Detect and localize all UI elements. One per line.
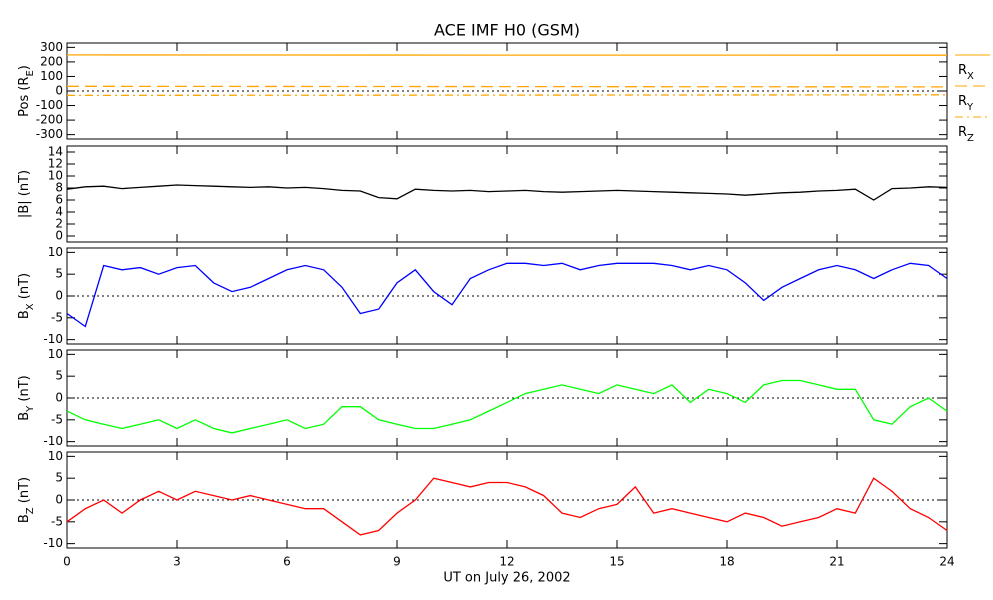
series-line [66,379,948,434]
y-tick-label: 0 [55,493,63,507]
legend-label: RY [958,94,974,113]
y-tick-label: -10 [43,434,63,448]
series-line [66,85,948,88]
legend-label-part: R [958,94,967,109]
y-axis-label-part: B [17,412,32,421]
y-tick-label: 2 [55,217,63,231]
y-tick-label: 6 [55,193,63,207]
x-tick-label: 15 [609,555,624,569]
chart-title: ACE IMF H0 (GSM) [434,21,580,40]
y-axis-label-part: (nT) [17,477,32,507]
y-axis-label-part: ) [17,65,32,70]
y-tick-label: 0 [55,229,63,243]
legend-label: RX [958,63,974,82]
y-tick-label: -300 [36,127,63,141]
y-tick-label: 10 [48,169,63,183]
y-axis-label: Pos (RE) [17,65,36,117]
y-axis-label: BY (nT) [17,375,36,421]
y-tick-label: 5 [55,369,63,383]
y-tick-label: -5 [51,412,63,426]
y-tick-label: 0 [55,84,63,98]
y-tick-label: 300 [40,40,63,54]
y-tick-label: 100 [40,69,63,83]
y-axis-label-part: Z [25,507,36,514]
x-tick-label: 21 [829,555,844,569]
x-tick-label: 6 [283,555,291,569]
y-tick-label: 10 [48,245,63,259]
legend-label-part: Z [967,133,974,144]
y-tick-label: 4 [55,205,63,219]
y-tick-label: 10 [48,347,63,361]
legend-label-part: Y [966,102,974,113]
y-tick-label: -5 [51,310,63,324]
y-axis-label: BZ (nT) [17,477,36,523]
legend-label-part: X [967,71,974,82]
legend-label-part: R [958,125,967,140]
y-axis-label-part: X [25,303,36,310]
y-axis-label: BX (nT) [17,273,36,319]
series-line [66,94,948,97]
y-axis-label-part: (nT) [17,375,32,405]
y-tick-label: 10 [48,449,63,463]
y-tick-label: -200 [36,113,63,127]
y-tick-label: 14 [48,145,63,159]
panel-frame [66,145,948,243]
y-axis-label-part: Pos (R [17,77,32,117]
y-axis-label-part: |B| (nT) [17,170,32,218]
x-tick-label: 9 [393,555,401,569]
y-tick-label: 12 [48,157,63,171]
x-tick-label: 3 [173,555,181,569]
x-tick-label: 18 [719,555,734,569]
y-tick-label: 0 [55,289,63,303]
y-axis-label-part: Y [25,405,36,413]
x-tick-label: 12 [499,555,514,569]
series-line [66,184,948,201]
x-tick-label: 24 [939,555,954,569]
x-axis-label: UT on July 26, 2002 [443,571,570,586]
y-axis-label-part: B [17,514,32,523]
legend-label-part: R [958,63,967,78]
y-tick-label: 5 [55,471,63,485]
legend-label: RZ [958,125,974,144]
y-tick-label: 0 [55,391,63,405]
series-line [66,262,948,328]
y-tick-label: -100 [36,98,63,112]
y-tick-label: 8 [55,181,63,195]
x-tick-label: 0 [63,555,71,569]
y-tick-label: -10 [43,332,63,346]
y-tick-label: -5 [51,514,63,528]
y-tick-label: 5 [55,267,63,281]
y-axis-label-part: B [17,310,32,319]
y-axis-label-part: E [25,70,36,76]
y-axis-label: |B| (nT) [17,170,32,218]
y-tick-label: 200 [40,54,63,68]
y-tick-label: -10 [43,536,63,550]
y-axis-label-part: (nT) [17,273,32,303]
series-line [66,477,948,536]
